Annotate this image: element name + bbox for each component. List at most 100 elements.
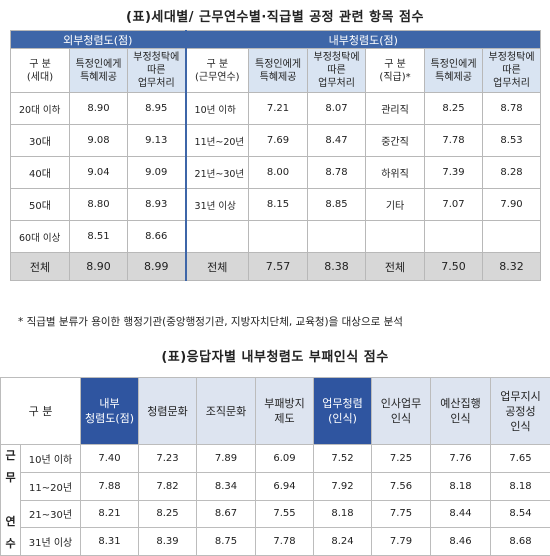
table-generation-years-rank: 외부청렴도(점) 내부청렴도(점) 구 분 (세대) 특정인에게 특혜제공 부정… <box>10 30 541 281</box>
anticorruption-system-header: 부패방지 제도 <box>256 378 314 445</box>
table-cell: 7.75 <box>372 500 431 528</box>
table-cell: 8.95 <box>128 93 186 125</box>
table2-title: (표)응답자별 내부청렴도 부패인식 점수 <box>0 346 550 365</box>
table-row: 근 무 연 수 10년 이하 7.40 7.23 7.89 6.09 7.52 … <box>1 445 550 473</box>
table-cell: 50대 <box>11 189 70 221</box>
table-cell: 7.90 <box>483 189 541 221</box>
table-cell: 8.90 <box>70 253 128 281</box>
table-cell <box>366 221 425 253</box>
work-integrity-header: 업무청렴 (인식) <box>314 378 372 445</box>
total-row: 전체 8.90 8.99 전체 7.57 8.38 전체 7.50 8.32 <box>11 253 541 281</box>
table-cell: 8.54 <box>491 500 550 528</box>
table-cell: 관리직 <box>366 93 425 125</box>
table-cell: 30대 <box>11 125 70 157</box>
table-cell: 7.50 <box>425 253 483 281</box>
table-cell: 8.18 <box>431 472 491 500</box>
table-cell: 7.88 <box>81 472 139 500</box>
years-of-service-label: 근 무 연 수 <box>1 445 21 556</box>
table-cell: 7.57 <box>249 253 308 281</box>
table-cell: 11년~20년 <box>186 125 249 157</box>
table-cell: 8.68 <box>491 528 550 556</box>
special-favor-header: 특정인에게 특혜제공 <box>70 49 128 93</box>
table-cell: 31년 이상 <box>21 528 81 556</box>
table-cell: 8.07 <box>308 93 366 125</box>
table-cell: 8.78 <box>483 93 541 125</box>
table-cell: 전체 <box>11 253 70 281</box>
table-cell: 6.94 <box>256 472 314 500</box>
table-row: 30대 9.08 9.13 11년~20년 7.69 8.47 중간직 7.78… <box>11 125 541 157</box>
table-cell: 8.25 <box>425 93 483 125</box>
table-cell: 기타 <box>366 189 425 221</box>
table-cell: 20대 이하 <box>11 93 70 125</box>
table-cell: 9.09 <box>128 157 186 189</box>
table-cell: 8.28 <box>483 157 541 189</box>
table-cell: 7.07 <box>425 189 483 221</box>
budget-exec-header: 예산집행 인식 <box>431 378 491 445</box>
table-cell: 8.47 <box>308 125 366 157</box>
table-row: 60대 이상 8.51 8.66 <box>11 221 541 253</box>
table-cell: 9.04 <box>70 157 128 189</box>
table-cell: 전체 <box>366 253 425 281</box>
gubun-years-header: 구 분 (근무연수) <box>186 49 249 93</box>
table-cell: 31년 이상 <box>186 189 249 221</box>
table-cell: 8.46 <box>431 528 491 556</box>
table-cell: 7.76 <box>431 445 491 473</box>
table-cell: 7.25 <box>372 445 431 473</box>
table-cell: 8.18 <box>314 500 372 528</box>
table-cell: 7.69 <box>249 125 308 157</box>
table-cell: 7.92 <box>314 472 372 500</box>
table-cell: 7.39 <box>425 157 483 189</box>
internal-integrity-header: 내부청렴도(점) <box>186 31 541 49</box>
table-cell: 7.56 <box>372 472 431 500</box>
table-cell: 7.52 <box>314 445 372 473</box>
table-cell: 8.75 <box>197 528 256 556</box>
table-cell: 10년 이하 <box>186 93 249 125</box>
table-cell: 8.25 <box>139 500 197 528</box>
table1-title: (표)세대별/ 근무연수별·직급별 공정 관련 항목 점수 <box>0 6 550 25</box>
improper-request-header: 부정청탁에 따른 업무처리 <box>483 49 541 93</box>
table-cell: 8.99 <box>128 253 186 281</box>
table-cell: 8.53 <box>483 125 541 157</box>
table-cell: 8.80 <box>70 189 128 221</box>
improper-request-header: 부정청탁에 따른 업무처리 <box>128 49 186 93</box>
gubun-header: 구 분 <box>1 378 81 445</box>
table-cell <box>186 221 249 253</box>
table-cell: 8.31 <box>81 528 139 556</box>
table-cell: 21~30년 <box>21 500 81 528</box>
table-cell: 40대 <box>11 157 70 189</box>
external-integrity-header: 외부청렴도(점) <box>11 31 186 49</box>
internal-integrity-header: 내부 청렴도(점) <box>81 378 139 445</box>
improper-request-header: 부정청탁에 따른 업무처리 <box>308 49 366 93</box>
table-cell: 7.23 <box>139 445 197 473</box>
table-cell: 7.21 <box>249 93 308 125</box>
table-cell: 8.51 <box>70 221 128 253</box>
table-cell <box>308 221 366 253</box>
table-cell: 60대 이상 <box>11 221 70 253</box>
table-cell: 7.79 <box>372 528 431 556</box>
table-cell: 6.09 <box>256 445 314 473</box>
table-cell: 하위직 <box>366 157 425 189</box>
table-cell: 8.24 <box>314 528 372 556</box>
table-cell: 8.00 <box>249 157 308 189</box>
table-cell: 7.78 <box>425 125 483 157</box>
table-cell: 9.13 <box>128 125 186 157</box>
table-cell: 전체 <box>186 253 249 281</box>
table-cell: 7.55 <box>256 500 314 528</box>
table-cell: 7.40 <box>81 445 139 473</box>
footnote: * 직급별 분류가 용이한 행정기관(중앙행정기관, 지방자치단체, 교육청)을… <box>18 314 403 329</box>
table-cell: 11~20년 <box>21 472 81 500</box>
table-row: 11~20년 7.88 7.82 8.34 6.94 7.92 7.56 8.1… <box>1 472 550 500</box>
table-cell: 7.82 <box>139 472 197 500</box>
table-cell: 8.93 <box>128 189 186 221</box>
table-cell: 8.21 <box>81 500 139 528</box>
table-cell: 중간직 <box>366 125 425 157</box>
table-cell: 8.38 <box>308 253 366 281</box>
table-cell: 8.78 <box>308 157 366 189</box>
table-cell <box>483 221 541 253</box>
special-favor-header: 특정인에게 특혜제공 <box>425 49 483 93</box>
gubun-generation-header: 구 분 (세대) <box>11 49 70 93</box>
table-cell: 7.65 <box>491 445 550 473</box>
table-cell: 8.39 <box>139 528 197 556</box>
table-cell: 8.44 <box>431 500 491 528</box>
table-row: 20대 이하 8.90 8.95 10년 이하 7.21 8.07 관리직 8.… <box>11 93 541 125</box>
